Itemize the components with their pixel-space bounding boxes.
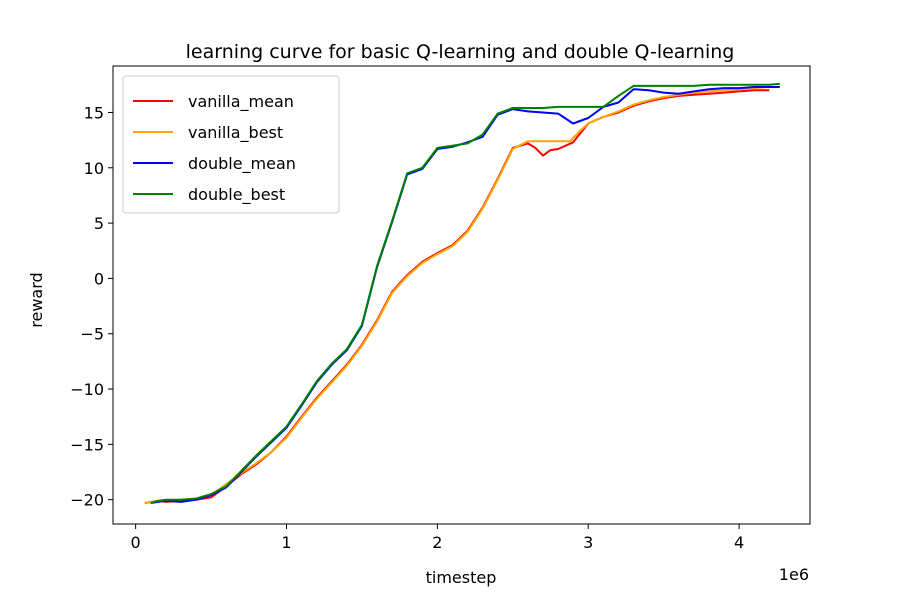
chart-title: learning curve for basic Q-learning and … [186, 41, 735, 63]
x-tick-label: 4 [734, 533, 744, 552]
legend-label-vanilla_best: vanilla_best [188, 123, 283, 143]
y-tick-label: −15 [70, 435, 104, 454]
x-tick-label: 1 [281, 533, 291, 552]
x-tick-label: 3 [583, 533, 593, 552]
x-axis-label: timestep [426, 568, 497, 587]
series-line-vanilla_best [144, 86, 770, 504]
legend-label-double_mean: double_mean [188, 154, 296, 174]
x-tick-label: 2 [432, 533, 442, 552]
legend-box [122, 75, 340, 214]
series-line-double_best [150, 82, 780, 504]
plot-area: 0 1 2 3 4 −20 −15 −10 −5 0 5 10 15 vanilla_meanvanill… [70, 65, 811, 552]
x-axis-offset-label: 1e6 [779, 565, 809, 584]
legend-label-vanilla_mean: vanilla_mean [188, 92, 294, 112]
x-tick-label: 0 [131, 533, 141, 552]
y-tick-label: 0 [94, 269, 104, 288]
y-tick-label: −20 [70, 491, 104, 510]
y-tick-label: 15 [84, 103, 104, 122]
y-tick-label: 10 [84, 159, 104, 178]
y-tick-label: −5 [80, 325, 104, 344]
y-axis-label: reward [27, 272, 46, 327]
legend-label-double_best: double_best [188, 185, 285, 205]
y-tick-label: −10 [70, 380, 104, 399]
axes-frame [112, 65, 811, 525]
y-tick-label: 5 [94, 214, 104, 233]
